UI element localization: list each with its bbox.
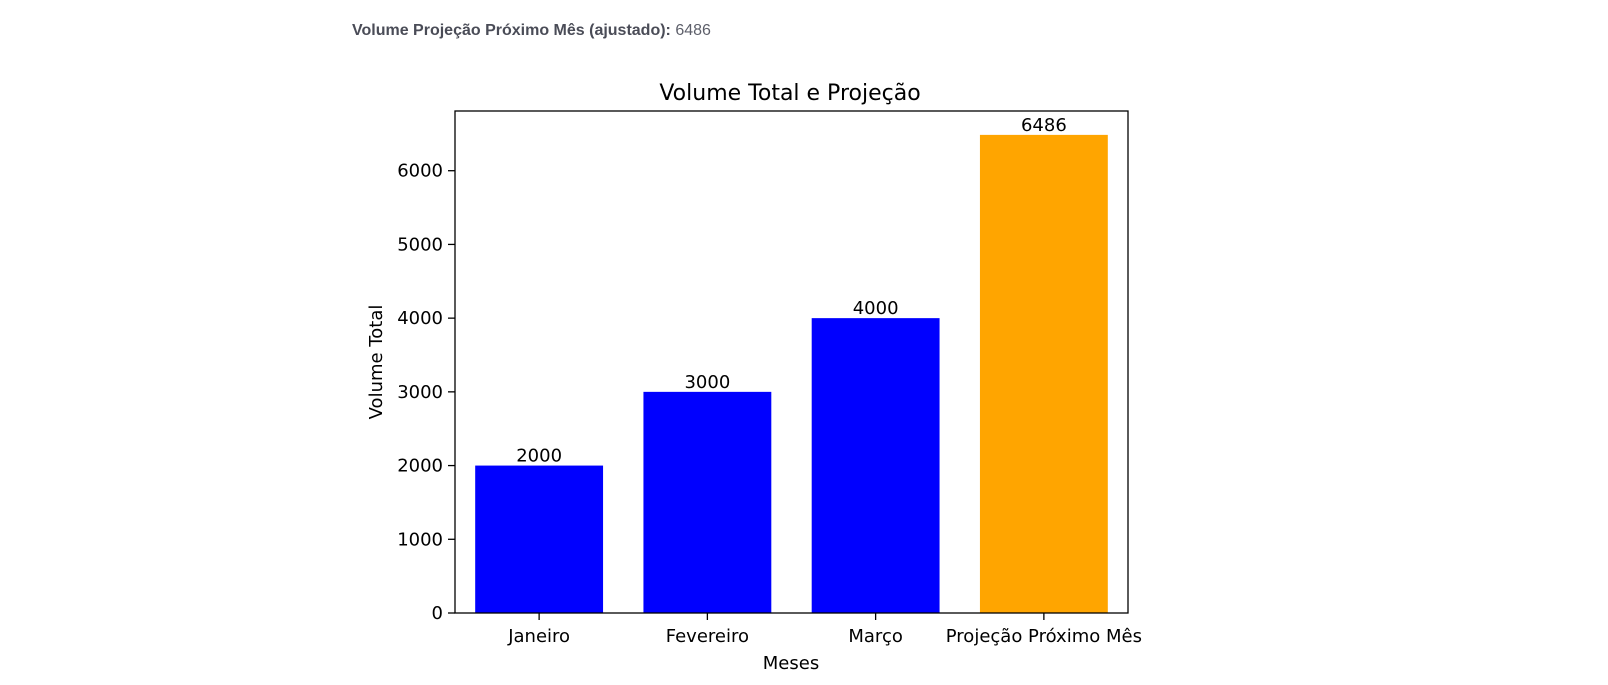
projection-summary-value: 6486	[675, 22, 711, 39]
x-tick-label-0: Janeiro	[507, 626, 570, 647]
x-tick-label-2: Março	[848, 626, 902, 647]
projection-summary-label: Volume Projeção Próximo Mês (ajustado):	[352, 22, 671, 39]
y-tick-label-4: 4000	[397, 308, 443, 329]
data-label-2: 4000	[853, 298, 899, 319]
x-tick-label-3: Projeção Próximo Mês	[946, 626, 1142, 647]
bar-0	[475, 465, 604, 613]
data-label-1: 3000	[684, 372, 730, 393]
chart-title: Volume Total e Projeção	[659, 81, 920, 106]
x-axis-label: Meses	[763, 653, 819, 674]
y-tick-label-5: 5000	[397, 234, 443, 255]
y-axis: 0 1000 2000 3000 4000 5000 6000	[397, 161, 455, 624]
bar-1	[643, 391, 772, 613]
x-axis: Janeiro Fevereiro Março Projeção Próximo Mê…	[507, 613, 1142, 647]
plot-frame	[454, 110, 1129, 614]
bar-3	[979, 134, 1108, 613]
projection-summary: Volume Projeção Próximo Mês (ajustado): …	[352, 22, 711, 40]
y-tick-label-3: 3000	[397, 382, 443, 403]
bars-group: 2000 3000 4000 6486	[475, 115, 1108, 613]
data-label-3: 6486	[1021, 115, 1067, 136]
y-axis-label: Volume Total	[366, 305, 387, 420]
y-tick-label-2: 2000	[397, 456, 443, 477]
x-tick-label-1: Fevereiro	[666, 626, 749, 647]
y-tick-label-0: 0	[432, 603, 443, 624]
data-label-0: 2000	[516, 446, 562, 467]
bar-2	[811, 318, 940, 613]
y-tick-label-6: 6000	[397, 161, 443, 182]
y-tick-label-1: 1000	[397, 529, 443, 550]
